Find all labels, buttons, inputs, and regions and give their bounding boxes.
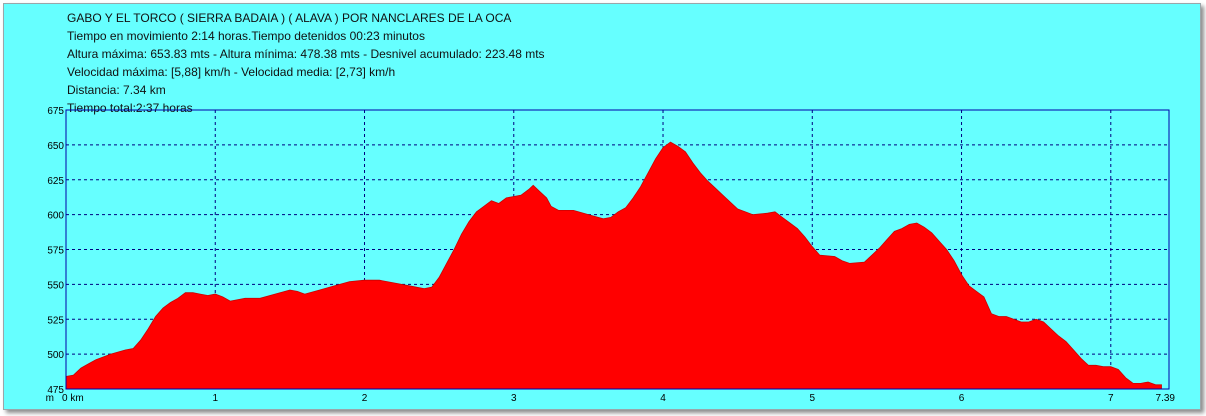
x-tick-label: 5 (809, 393, 815, 404)
x-axis-unit: m (46, 393, 54, 404)
x-tick-label: 7 (1108, 393, 1114, 404)
x-tick-label: 6 (959, 393, 965, 404)
y-tick-label: 675 (47, 106, 64, 117)
x-tick-label: 0 km (62, 393, 84, 404)
y-tick-label: 475 (47, 385, 64, 396)
x-axis: 0 km 1 2 3 4 5 6 7 7.39 m (46, 393, 1176, 404)
moving-time-text: Tiempo en movimiento 2:14 horas.Tiempo d… (67, 29, 425, 43)
y-tick-label: 525 (47, 315, 64, 326)
y-axis: 675 650 625 600 575 550 525 500 475 (47, 106, 64, 396)
total-time-text: Tiempo total:2:37 horas (67, 101, 193, 115)
altitude-text: Altura máxima: 653.83 mts - Altura mínim… (67, 47, 545, 61)
y-tick-label: 625 (47, 176, 64, 187)
x-tick-label: 7.39 (1156, 393, 1176, 404)
y-tick-label: 500 (47, 350, 64, 361)
x-tick-label: 3 (511, 393, 517, 404)
y-tick-label: 650 (47, 141, 64, 152)
y-tick-label: 575 (47, 246, 64, 257)
x-tick-label: 2 (362, 393, 368, 404)
speed-text: Velocidad máxima: [5,88] km/h - Velocida… (67, 65, 396, 79)
elevation-area (65, 141, 1162, 390)
distance-text: Distancia: 7.34 km (67, 83, 166, 97)
x-tick-label: 1 (212, 393, 218, 404)
chart-title: GABO Y EL TORCO ( SIERRA BADAIA ) ( ALAV… (67, 11, 512, 25)
y-tick-label: 600 (47, 211, 64, 222)
plot-border (65, 109, 1170, 390)
y-tick-label: 550 (47, 280, 64, 291)
x-tick-label: 4 (660, 393, 666, 404)
